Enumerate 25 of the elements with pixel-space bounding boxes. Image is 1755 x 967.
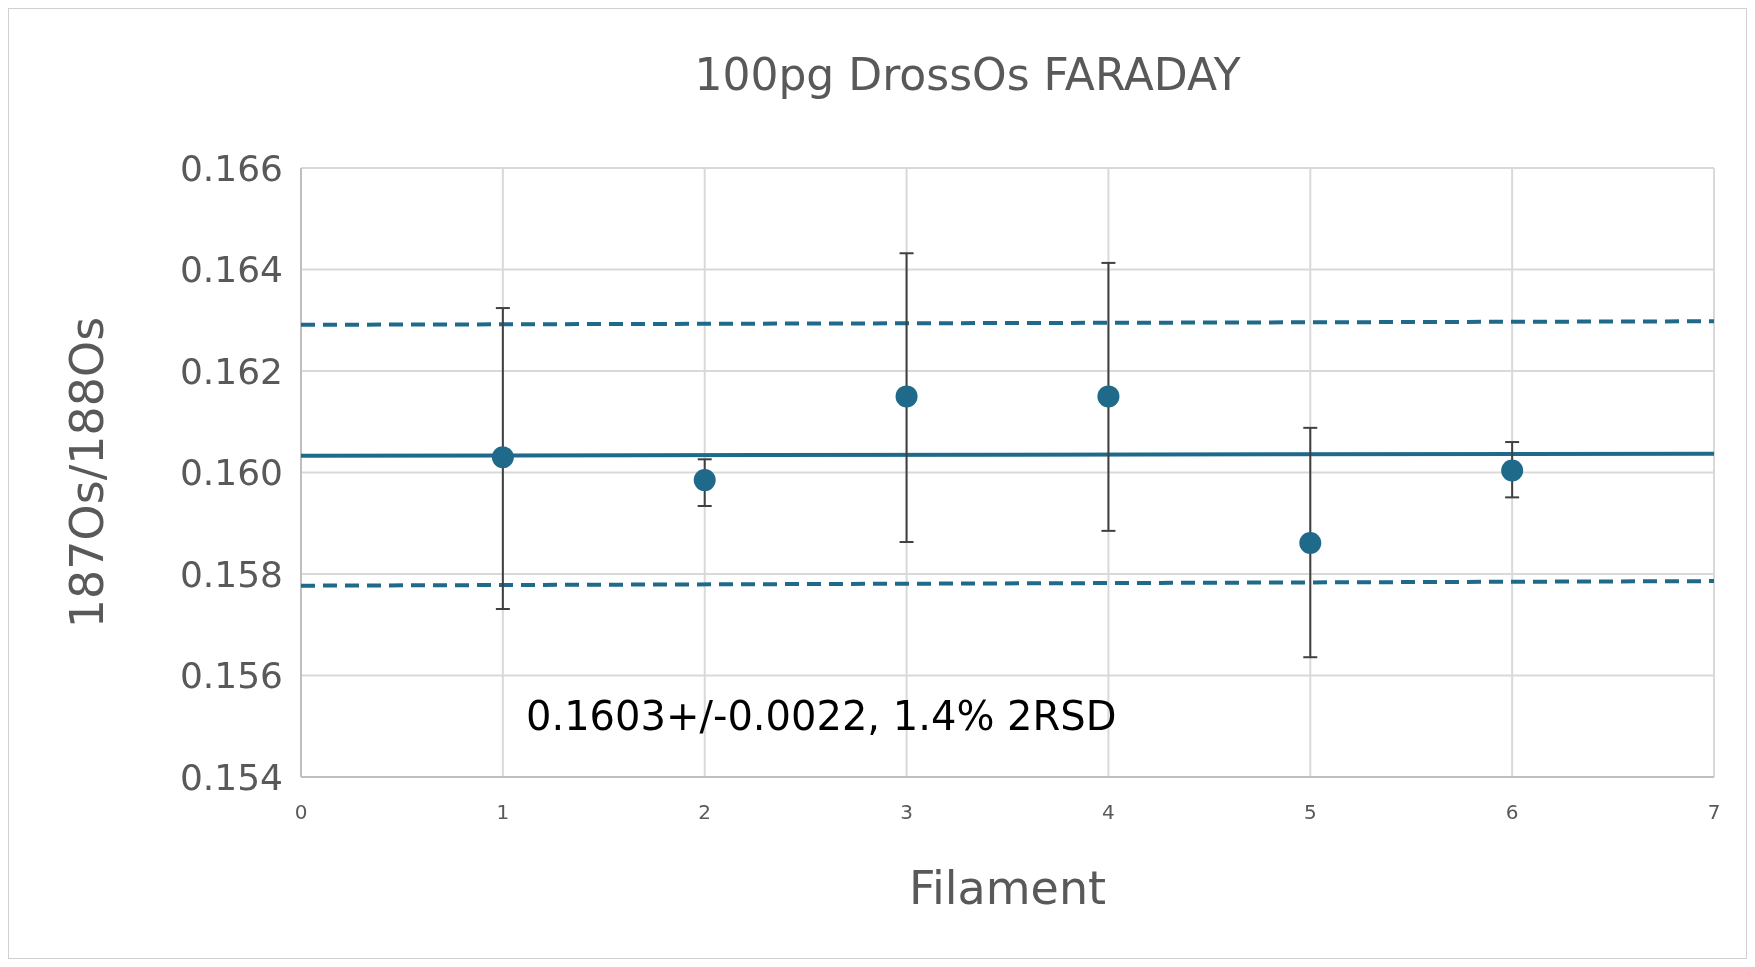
point [491, 446, 514, 469]
x-tick-label: 6 [1505, 800, 1519, 824]
y-tick-label: 0.154 [179, 756, 283, 798]
y-tick-label: 0.156 [179, 655, 283, 697]
x-tick-label: 7 [1707, 800, 1721, 824]
x-tick-label: 3 [900, 800, 913, 824]
annotation: 0.1603+/-0.0022, 1.4% 2RSD [526, 693, 1117, 739]
point [1299, 532, 1322, 555]
x-tick-label: 1 [496, 800, 510, 824]
x-axis-title: Filament [908, 861, 1107, 915]
chart-title: 100pg DrossOs FARADAY [694, 49, 1241, 100]
point [895, 385, 918, 408]
point [1501, 459, 1524, 482]
y-tick-label: 0.162 [179, 350, 283, 392]
x-tick-label: 5 [1303, 800, 1317, 824]
x-tick-label: 0 [294, 800, 308, 824]
y-axis-title: 187Os/188Os [60, 316, 114, 629]
x-tick-label: 2 [698, 800, 712, 824]
y-tick-label: 0.164 [179, 249, 283, 291]
y-tick-label: 0.166 [179, 147, 283, 189]
x-tick-label: 4 [1102, 800, 1115, 824]
point [693, 469, 716, 492]
y-tick-label: 0.160 [179, 452, 283, 494]
point [1097, 385, 1120, 408]
y-tick-label: 0.158 [179, 553, 283, 595]
